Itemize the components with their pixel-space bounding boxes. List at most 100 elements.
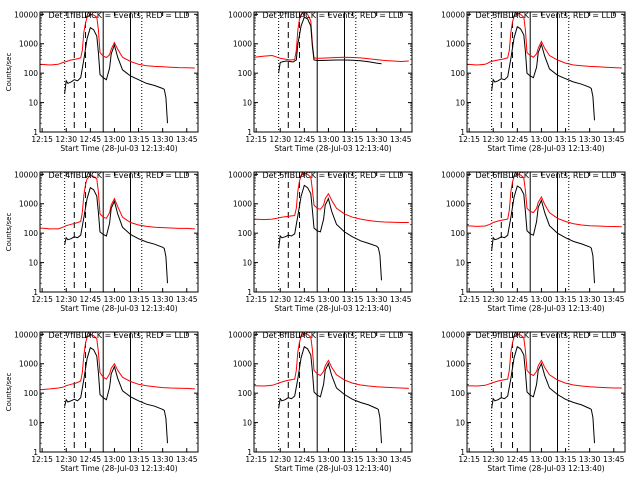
- series-events-black: [64, 26, 168, 124]
- panel-det-3: 1 10 100 1000 10000 12:15 12:30 12:45 13:00 13:15…: [441, 10, 626, 153]
- y-tick-label: 1000: [19, 40, 38, 49]
- panel-det-1: 1 10 100 1000 10000 12:15 12:30 12:45 13:00 13:15…: [5, 10, 199, 153]
- x-tick-label: 13:45: [390, 135, 412, 144]
- x-tick-label: 13:30: [366, 295, 388, 304]
- y-tick-label: 10000: [14, 10, 38, 19]
- y-tick-label: 1000: [446, 360, 465, 369]
- x-tick-label: 13:00: [531, 135, 553, 144]
- y-tick-label: 10000: [14, 330, 38, 339]
- y-axis-label: Counts/sec: [5, 53, 13, 92]
- x-axis-label: Start Time (28-Jul-03 12:13:40): [487, 464, 604, 473]
- x-tick-label: 12:15: [245, 295, 267, 304]
- x-tick-label: 12:30: [482, 295, 504, 304]
- panel-title: Det 4f BLACK = Events, RED = LLD: [48, 171, 189, 180]
- y-tick-label: 10: [242, 99, 252, 108]
- x-tick-label: 13:45: [390, 295, 412, 304]
- x-tick-label: 12:30: [482, 135, 504, 144]
- x-tick-label: 12:45: [80, 295, 102, 304]
- x-tick-label: 12:15: [31, 135, 53, 144]
- panel-title: Det 9f BLACK = Events, RED = LLD: [475, 331, 616, 340]
- x-axis-label: Start Time (28-Jul-03 12:13:40): [274, 464, 391, 473]
- x-tick-label: 12:45: [294, 455, 316, 464]
- x-axis-label: Start Time (28-Jul-03 12:13:40): [60, 464, 177, 473]
- y-tick-label: 100: [238, 389, 253, 398]
- y-tick-label: 1: [33, 448, 38, 457]
- plot-frame: [39, 11, 199, 133]
- y-tick-label: 100: [24, 69, 39, 78]
- y-tick-label: 10000: [441, 10, 465, 19]
- series-lld-red: [40, 175, 195, 230]
- panel-det-2: 1 10 100 1000 10000 12:15 12:30 12:45 13:00 13:15…: [228, 10, 413, 153]
- series-lld-red: [467, 173, 622, 228]
- x-axis-label: Start Time (28-Jul-03 12:13:40): [60, 304, 177, 313]
- x-tick-label: 12:15: [458, 295, 480, 304]
- y-tick-label: 10000: [441, 330, 465, 339]
- series-lld-red: [467, 12, 622, 69]
- plot-frame: [253, 331, 413, 453]
- y-tick-label: 10000: [228, 10, 252, 19]
- y-tick-label: 10: [455, 419, 465, 428]
- series-lld-red: [40, 13, 195, 69]
- plot-frame: [39, 331, 199, 453]
- x-tick-label: 13:00: [318, 295, 340, 304]
- y-tick-label: 1: [460, 448, 465, 457]
- panel-title: Det 7f BLACK = Events, RED = LLD: [48, 331, 189, 340]
- x-tick-label: 12:15: [458, 455, 480, 464]
- y-tick-label: 10: [242, 419, 252, 428]
- plot-frame: [253, 11, 413, 133]
- x-tick-label: 13:15: [342, 135, 364, 144]
- x-tick-label: 12:45: [507, 455, 529, 464]
- x-axis-label: Start Time (28-Jul-03 12:13:40): [487, 144, 604, 153]
- series-events-black: [278, 184, 382, 281]
- x-tick-label: 12:45: [294, 135, 316, 144]
- x-tick-label: 12:30: [269, 455, 291, 464]
- y-tick-label: 10: [28, 419, 38, 428]
- x-tick-label: 13:15: [128, 135, 150, 144]
- x-tick-label: 12:45: [294, 295, 316, 304]
- x-tick-label: 13:45: [176, 455, 198, 464]
- y-tick-label: 1000: [446, 40, 465, 49]
- series-lld-red: [254, 332, 409, 389]
- y-tick-label: 100: [238, 69, 253, 78]
- x-tick-label: 13:15: [342, 455, 364, 464]
- panel-title: Det 1f BLACK = Events, RED = LLD: [48, 11, 189, 20]
- panel-det-5: 1 10 100 1000 10000 12:15 12:30 12:45 13:00 13:15…: [228, 170, 413, 313]
- x-tick-label: 12:45: [507, 295, 529, 304]
- x-tick-label: 13:30: [152, 135, 174, 144]
- y-tick-label: 100: [451, 69, 466, 78]
- y-tick-label: 10000: [228, 330, 252, 339]
- plot-frame: [466, 11, 626, 133]
- series-events-black: [64, 346, 168, 444]
- x-tick-label: 13:15: [555, 455, 577, 464]
- x-tick-label: 13:30: [579, 455, 601, 464]
- plot-frame: [253, 171, 413, 293]
- y-tick-label: 10000: [14, 170, 38, 179]
- panel-title: Det 3f BLACK = Events, RED = LLD: [475, 11, 616, 20]
- x-tick-label: 13:45: [390, 455, 412, 464]
- x-tick-label: 12:30: [55, 135, 77, 144]
- x-axis-label: Start Time (28-Jul-03 12:13:40): [487, 304, 604, 313]
- x-tick-label: 13:15: [555, 135, 577, 144]
- x-tick-label: 13:30: [579, 135, 601, 144]
- x-tick-label: 12:30: [55, 455, 77, 464]
- panel-det-8: 1 10 100 1000 10000 12:15 12:30 12:45 13:00 13:15…: [228, 330, 413, 473]
- x-tick-label: 13:45: [603, 295, 625, 304]
- x-tick-label: 12:30: [269, 135, 291, 144]
- x-tick-label: 12:15: [245, 455, 267, 464]
- x-tick-label: 13:30: [366, 455, 388, 464]
- y-tick-label: 1: [460, 128, 465, 137]
- series-events-black: [491, 345, 595, 444]
- x-tick-label: 13:30: [152, 455, 174, 464]
- y-tick-label: 1000: [19, 200, 38, 209]
- y-tick-label: 1000: [233, 200, 252, 209]
- y-tick-label: 10: [242, 259, 252, 268]
- y-tick-label: 1000: [233, 360, 252, 369]
- plot-frame: [39, 171, 199, 293]
- x-axis-label: Start Time (28-Jul-03 12:13:40): [274, 304, 391, 313]
- x-tick-label: 12:45: [80, 455, 102, 464]
- x-tick-label: 13:00: [104, 295, 126, 304]
- x-tick-label: 13:45: [603, 135, 625, 144]
- y-tick-label: 10000: [441, 170, 465, 179]
- x-tick-label: 12:30: [55, 295, 77, 304]
- y-axis-label: Counts/sec: [5, 373, 13, 412]
